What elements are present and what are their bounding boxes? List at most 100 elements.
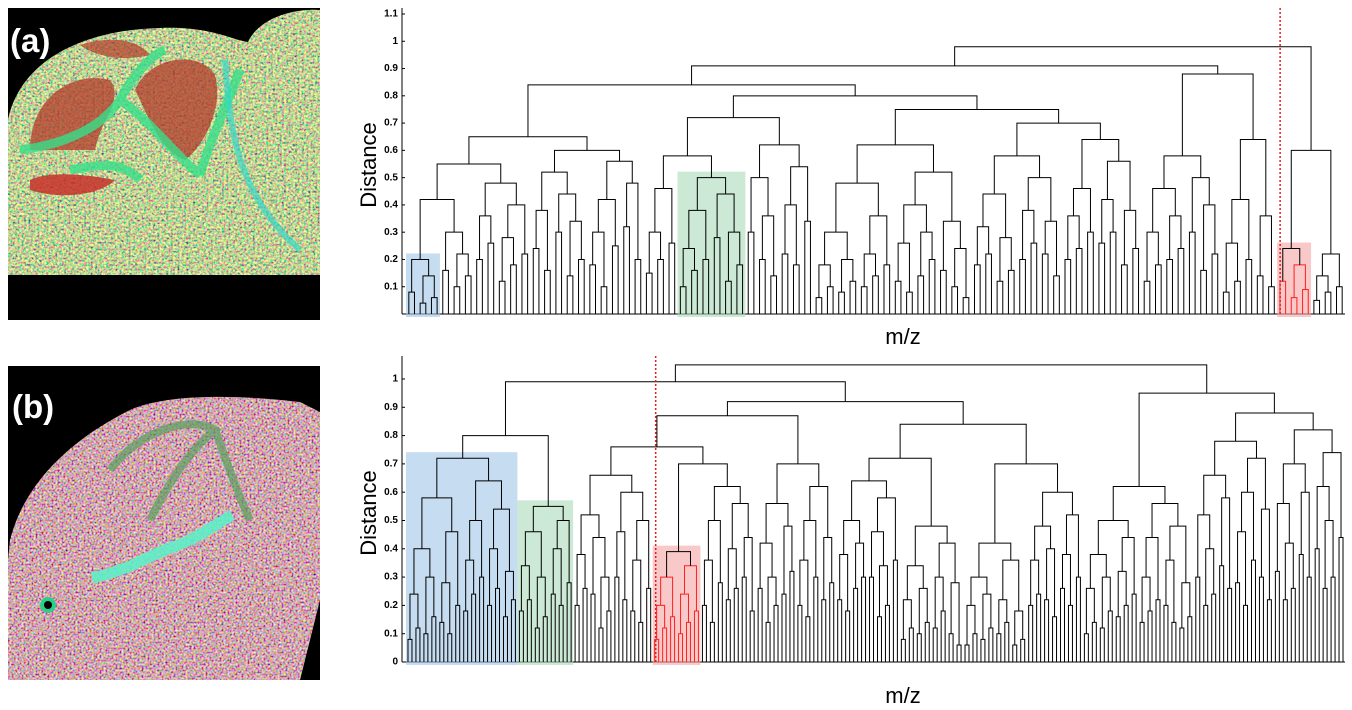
y-tick-label: 0.2 bbox=[384, 600, 398, 611]
dendrogram-link bbox=[1205, 548, 1215, 606]
dendrogram-link bbox=[1046, 548, 1056, 617]
link-layer bbox=[407, 364, 1344, 662]
dendrogram-link bbox=[648, 231, 662, 274]
dendrogram-link bbox=[479, 215, 492, 260]
dendrogram-link bbox=[924, 621, 930, 662]
dendrogram-link bbox=[532, 505, 564, 532]
dendrogram-link bbox=[1324, 519, 1334, 589]
dendrogram-link bbox=[964, 644, 970, 662]
dendrogram-link bbox=[442, 269, 449, 314]
dendrogram-link bbox=[456, 253, 469, 287]
dendrogram-link bbox=[826, 286, 834, 314]
dendrogram-link bbox=[553, 149, 621, 173]
dendrogram-link bbox=[1155, 264, 1162, 314]
dendrogram-link bbox=[1322, 587, 1328, 662]
dendrogram-link bbox=[504, 570, 514, 617]
dendrogram-link bbox=[507, 204, 526, 254]
dendrogram-link bbox=[645, 272, 653, 314]
dendrogram-link bbox=[759, 258, 766, 314]
dendrogram-link bbox=[646, 587, 652, 662]
dendrogram-link bbox=[556, 519, 570, 583]
dendrogram-link bbox=[894, 108, 1060, 145]
dendrogram-link bbox=[630, 610, 636, 662]
dendrogram-link bbox=[860, 286, 868, 314]
dendrogram-link bbox=[855, 542, 865, 589]
dendrogram-link bbox=[703, 559, 713, 623]
dendrogram-link bbox=[419, 302, 427, 314]
y-axis-title: Distance bbox=[356, 122, 381, 208]
dendrogram-link bbox=[662, 627, 668, 662]
y-axis-title: Distance bbox=[356, 470, 381, 556]
dendrogram-link bbox=[510, 264, 517, 314]
dendrogram-link bbox=[616, 531, 626, 600]
panel-label: (b) bbox=[12, 388, 54, 425]
dendrogram-link bbox=[1239, 138, 1267, 216]
dendrogram-link bbox=[876, 497, 896, 561]
dendrogram-link bbox=[872, 275, 879, 314]
dendrogram-link bbox=[733, 587, 739, 662]
dendrogram-link bbox=[841, 258, 854, 293]
dendrogram-link bbox=[1030, 242, 1038, 314]
dendrogram-link bbox=[407, 638, 413, 662]
dendrogram-link bbox=[839, 553, 849, 612]
dendrogram-link bbox=[863, 253, 876, 287]
dendrogram-link bbox=[606, 610, 612, 662]
dendrogram-link bbox=[1123, 604, 1129, 662]
dendrogram-link bbox=[589, 264, 596, 314]
dendrogram-link bbox=[1300, 491, 1310, 578]
dendrogram-link bbox=[717, 582, 723, 662]
dendrogram-link bbox=[869, 215, 888, 265]
dendrogram-link bbox=[1131, 593, 1137, 662]
dendrogram-link bbox=[680, 593, 689, 634]
dendrogram-link bbox=[954, 248, 967, 298]
dendrogram-link bbox=[1087, 231, 1094, 314]
dendrogram-link bbox=[535, 209, 548, 271]
tissue-image bbox=[8, 8, 320, 320]
dendrogram-link bbox=[884, 604, 890, 662]
dendrogram-link bbox=[1064, 258, 1072, 314]
y-tick-label: 1 bbox=[392, 374, 398, 385]
dendrogram-link bbox=[1338, 536, 1344, 662]
dendrogram-link bbox=[1241, 491, 1254, 561]
dendrogram-link bbox=[962, 297, 970, 314]
dendrogram-link bbox=[1019, 258, 1026, 314]
dendrogram-link bbox=[1282, 463, 1306, 504]
dendrogram-link bbox=[1225, 242, 1239, 293]
dendrogram-link bbox=[824, 231, 848, 265]
dendrogram-link bbox=[770, 275, 778, 314]
dendrogram-link bbox=[1109, 231, 1117, 314]
y-tick-label: 0.1 bbox=[384, 281, 398, 292]
dendrogram-link bbox=[940, 610, 946, 662]
dendrogram-link bbox=[1121, 264, 1128, 314]
dendrogram-link bbox=[914, 525, 948, 566]
dendrogram-link bbox=[1219, 565, 1225, 662]
dendrogram-link bbox=[441, 582, 451, 634]
dendrogram-link bbox=[1203, 604, 1209, 662]
dendrogram-link bbox=[765, 503, 789, 544]
dendrogram-link bbox=[1041, 253, 1049, 314]
dendrogram-link bbox=[702, 258, 710, 314]
dendrogram-link bbox=[976, 226, 990, 265]
x-axis-title: m/z bbox=[885, 324, 920, 349]
y-tick-label: 0.9 bbox=[384, 63, 398, 74]
dendrogram-link bbox=[1314, 548, 1320, 662]
dendrogram-link bbox=[638, 621, 644, 662]
dendrogram-link bbox=[928, 258, 936, 314]
dendrogram-link bbox=[1302, 288, 1309, 314]
dendrogram-link bbox=[614, 576, 620, 662]
dendrogram-link bbox=[790, 166, 809, 222]
dendrogram-link bbox=[1012, 644, 1018, 662]
dendrogram-link bbox=[1139, 621, 1145, 662]
dendrogram-link bbox=[799, 559, 809, 617]
dendrogram-link bbox=[1067, 215, 1080, 260]
dendrogram-link bbox=[1243, 604, 1249, 662]
dendrogram-link bbox=[666, 551, 691, 578]
dendrogram-link bbox=[843, 519, 861, 555]
dendrogram-link bbox=[518, 610, 524, 662]
dendrogram-link bbox=[1179, 627, 1185, 662]
dendrogram-link bbox=[897, 242, 910, 293]
dendrogram-link bbox=[693, 610, 699, 662]
dendrogram-link bbox=[1030, 559, 1040, 606]
dendrogram-link bbox=[1195, 576, 1201, 662]
dendrogram-link bbox=[835, 182, 879, 233]
